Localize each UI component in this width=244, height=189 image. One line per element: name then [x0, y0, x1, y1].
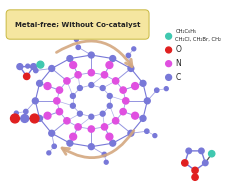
Circle shape	[101, 72, 108, 78]
Circle shape	[67, 140, 73, 146]
Circle shape	[132, 47, 136, 51]
Circle shape	[104, 160, 108, 164]
Circle shape	[44, 83, 51, 89]
Circle shape	[186, 148, 192, 154]
Circle shape	[24, 73, 30, 80]
Circle shape	[100, 86, 105, 91]
Circle shape	[77, 86, 82, 91]
Circle shape	[120, 108, 126, 115]
Circle shape	[100, 111, 105, 116]
Circle shape	[44, 112, 51, 119]
Circle shape	[49, 66, 55, 71]
Circle shape	[102, 152, 106, 156]
Circle shape	[128, 66, 134, 71]
Circle shape	[77, 111, 82, 116]
Circle shape	[166, 33, 172, 39]
Circle shape	[101, 124, 108, 130]
Circle shape	[75, 72, 81, 78]
Circle shape	[144, 98, 150, 104]
Circle shape	[140, 80, 146, 86]
Circle shape	[37, 115, 42, 121]
Circle shape	[145, 129, 149, 133]
Circle shape	[132, 112, 139, 119]
Text: N: N	[175, 59, 181, 68]
Circle shape	[30, 114, 39, 123]
Circle shape	[70, 62, 77, 68]
Circle shape	[37, 61, 44, 68]
Circle shape	[10, 114, 19, 123]
Circle shape	[106, 133, 113, 140]
Circle shape	[32, 98, 38, 104]
Circle shape	[132, 83, 139, 89]
Circle shape	[26, 64, 30, 68]
Text: C: C	[175, 73, 181, 82]
Circle shape	[112, 118, 119, 124]
Text: CH₂Cl, CH₂Br, CH₂: CH₂Cl, CH₂Br, CH₂	[175, 37, 222, 42]
Circle shape	[107, 94, 112, 98]
Circle shape	[14, 111, 18, 115]
Circle shape	[123, 98, 129, 104]
Text: O: O	[175, 46, 181, 54]
Text: Metal-free; Without Co-catalyst: Metal-free; Without Co-catalyst	[15, 22, 140, 28]
Circle shape	[153, 134, 157, 138]
Circle shape	[67, 56, 73, 61]
Circle shape	[155, 88, 159, 92]
Circle shape	[64, 118, 70, 124]
Circle shape	[110, 56, 116, 61]
Circle shape	[88, 52, 94, 58]
Circle shape	[164, 87, 168, 91]
Circle shape	[192, 174, 198, 180]
FancyBboxPatch shape	[6, 10, 149, 39]
Circle shape	[71, 103, 75, 108]
Circle shape	[182, 160, 188, 166]
Circle shape	[88, 126, 94, 132]
Circle shape	[54, 98, 60, 104]
Circle shape	[52, 144, 56, 148]
Circle shape	[71, 94, 75, 98]
Circle shape	[75, 124, 81, 130]
Circle shape	[110, 140, 116, 146]
FancyArrowPatch shape	[62, 131, 134, 158]
Circle shape	[166, 47, 172, 53]
Text: CH₂C₆H₅: CH₂C₆H₅	[175, 29, 197, 34]
Circle shape	[17, 64, 23, 70]
Circle shape	[88, 144, 94, 150]
Circle shape	[89, 83, 94, 88]
Circle shape	[34, 68, 38, 73]
FancyArrowPatch shape	[56, 41, 132, 67]
Circle shape	[112, 78, 119, 84]
Circle shape	[21, 115, 29, 122]
Circle shape	[74, 38, 78, 41]
Circle shape	[120, 87, 126, 93]
Circle shape	[106, 62, 113, 68]
Circle shape	[56, 87, 63, 93]
Circle shape	[37, 80, 42, 86]
Circle shape	[88, 70, 94, 76]
Circle shape	[64, 78, 70, 84]
Circle shape	[107, 103, 112, 108]
Circle shape	[140, 115, 146, 121]
Circle shape	[70, 133, 77, 140]
Circle shape	[203, 160, 208, 166]
Circle shape	[76, 45, 81, 50]
Circle shape	[89, 114, 94, 119]
Circle shape	[49, 130, 55, 136]
Circle shape	[166, 61, 172, 67]
Circle shape	[192, 167, 198, 174]
Circle shape	[126, 53, 131, 58]
Circle shape	[199, 148, 204, 154]
Circle shape	[166, 74, 172, 80]
Circle shape	[30, 64, 37, 70]
Circle shape	[24, 109, 28, 114]
Circle shape	[128, 130, 134, 136]
Circle shape	[209, 151, 215, 157]
Circle shape	[56, 108, 63, 115]
Circle shape	[47, 151, 51, 155]
